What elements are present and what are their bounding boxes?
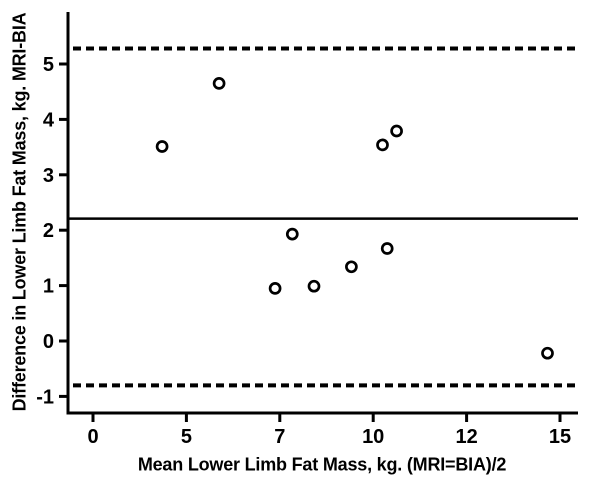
x-tick-label: 0 [87, 426, 98, 448]
x-tick-label: 10 [362, 426, 384, 448]
x-axis-title: Mean Lower Limb Fat Mass, kg. (MRI=BIA)/… [137, 454, 507, 475]
axis-spines [66, 12, 578, 415]
y-axis-title: Difference in Lower Limb Fat Mass, kg. M… [9, 12, 30, 412]
data-point [345, 260, 358, 274]
y-tick-label: -1 [36, 386, 54, 408]
y-tick-label: 4 [43, 109, 55, 131]
x-tick-label: 7 [274, 426, 285, 448]
y-tick-label: 2 [43, 220, 54, 242]
y-tick-label: 5 [43, 54, 54, 76]
data-point [307, 279, 321, 293]
data-point [155, 140, 169, 153]
data-point [376, 138, 389, 152]
y-tick-label: 3 [43, 165, 54, 187]
y-tick-label: 0 [43, 331, 54, 353]
data-point [268, 282, 282, 295]
data-point [390, 124, 403, 138]
data-point [541, 346, 554, 360]
x-tick-label: 12 [455, 426, 477, 448]
x-tick-label: 15 [549, 426, 571, 448]
data-point [380, 242, 394, 255]
data-point [285, 227, 299, 241]
y-tick-label: 1 [43, 276, 54, 298]
data-point [212, 77, 226, 90]
x-tick-label: 5 [181, 426, 192, 448]
